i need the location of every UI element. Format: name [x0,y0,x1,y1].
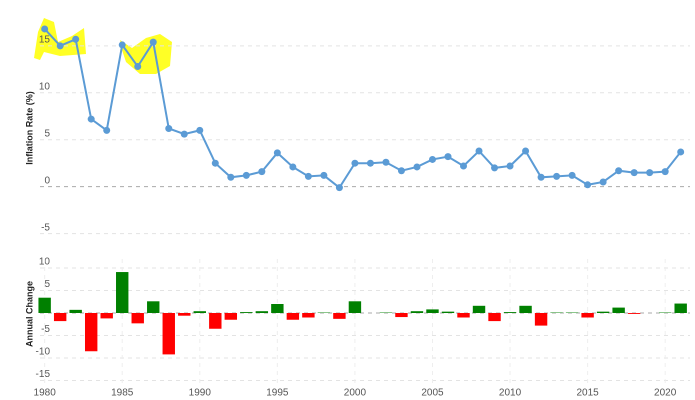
point [506,162,514,170]
point [428,155,436,163]
point [258,168,266,176]
bar [162,313,175,355]
point [289,163,297,171]
point [149,38,157,46]
x-tick-label: 1980 [34,388,57,399]
bar [674,303,687,313]
y-tick-label: 5 [44,279,50,290]
point [413,163,421,171]
point [56,42,64,50]
x-tick-label: 2010 [499,388,522,399]
y-tick-label: 10 [39,81,51,92]
y-axis-title: Inflation Rate (%) [24,91,34,165]
point [211,159,219,167]
point [41,25,49,33]
bar [286,313,300,320]
point [87,115,95,123]
point [537,173,545,181]
y-tick-label: -5 [41,222,50,233]
bar [147,301,160,313]
bar [596,311,610,313]
point [661,168,669,176]
bar [503,312,517,313]
bar [410,311,424,313]
bar [348,301,362,313]
bar [627,313,641,314]
bar [116,272,129,313]
bar [271,304,284,313]
bar [472,305,486,313]
bar [534,313,548,326]
y-tick-label: -10 [36,347,51,358]
point [134,63,142,71]
point [72,35,80,43]
bar [209,313,222,329]
bar [581,313,594,318]
point [646,169,654,177]
point [165,124,173,132]
point [475,147,483,155]
x-tick-label: 2005 [421,388,444,399]
point [366,159,374,167]
point [180,130,188,138]
x-tick-label: 2000 [344,388,367,399]
point [397,167,405,175]
bar [38,297,51,313]
bar [84,313,98,352]
x-tick-label: 1995 [266,388,289,399]
bar [395,313,408,318]
point [615,167,623,175]
point [242,171,250,179]
bar [53,313,67,322]
bar [519,305,532,313]
x-tick-label: 2020 [654,388,677,399]
point [553,172,561,180]
point [491,164,499,172]
point [351,159,359,167]
point [103,126,111,134]
y-tick-label: -5 [41,324,50,335]
bar [333,313,346,319]
bar [193,311,206,313]
bar [612,307,625,313]
bar [255,311,269,313]
point [630,169,638,177]
point [335,184,343,192]
x-tick-label: 1990 [189,388,212,399]
point [444,153,452,161]
bar [426,309,439,313]
bar [100,313,113,319]
y-tick-label: 5 [44,128,50,139]
y-axis-title: Annual Change [24,281,34,347]
point [599,178,607,186]
bar [69,309,82,313]
y-tick-label: -15 [36,369,51,380]
point [227,173,235,181]
y-tick-label: 15 [39,34,51,45]
point [584,181,592,189]
bar [240,312,253,313]
point [677,148,685,156]
point [304,172,312,180]
bar [302,313,315,318]
bar [178,313,191,316]
bar [224,313,238,320]
point [568,171,576,179]
bar [488,313,501,322]
bar [457,313,470,318]
point [382,158,390,166]
point [460,162,468,170]
point [118,41,126,49]
x-tick-label: 2015 [576,388,599,399]
bar [131,313,144,324]
point [522,147,530,155]
bar [441,311,455,313]
y-tick-label: 0 [44,175,50,186]
x-tick-label: 1985 [111,388,134,399]
point [196,126,204,134]
point [320,171,328,179]
point [273,149,281,157]
